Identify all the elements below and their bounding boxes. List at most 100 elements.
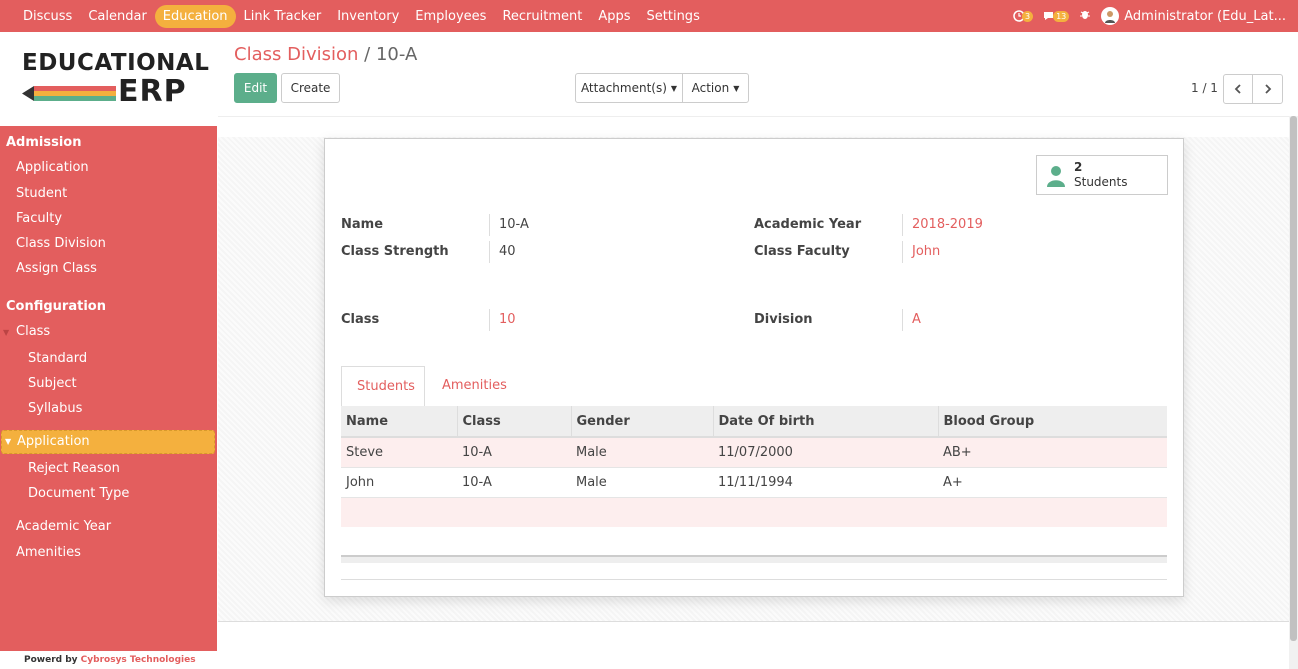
avatar [1101, 7, 1120, 25]
table-row[interactable]: Steve 10-A Male 11/07/2000 AB+ [341, 436, 1167, 467]
activity-count: 3 [1021, 10, 1034, 22]
column-header-dob[interactable]: Date Of birth [713, 406, 939, 438]
breadcrumb-parent[interactable]: Class Division [234, 44, 359, 65]
sidebar-item-student[interactable]: Student [16, 186, 68, 201]
students-table: Name Class Gender Date Of birth Blood Gr… [341, 406, 1167, 527]
logo-line2: ERP [118, 74, 187, 109]
class-strength-label: Class Strength [341, 244, 449, 259]
cell-blood-group: A+ [938, 466, 1167, 497]
sidebar-item-academic-year[interactable]: Academic Year [16, 519, 112, 534]
breadcrumb-separator: / [364, 44, 371, 65]
column-header-gender[interactable]: Gender [571, 406, 714, 438]
caret-down-icon: ▼ [670, 83, 678, 93]
caret-down-icon: ▼ [733, 83, 740, 93]
sidebar-item-standard[interactable]: Standard [28, 351, 88, 366]
table-row[interactable]: John 10-A Male 11/11/1994 A+ [341, 466, 1167, 497]
sidebar-item-amenities[interactable]: Amenities [16, 545, 81, 560]
menu-apps[interactable]: Apps [598, 8, 631, 24]
chevron-left-icon [1234, 84, 1241, 94]
breadcrumb: Class Division / 10-A [234, 44, 417, 65]
sidebar-item-faculty[interactable]: Faculty [16, 211, 63, 226]
sidebar-item-reject-reason[interactable]: Reject Reason [28, 461, 120, 476]
class-faculty-label: Class Faculty [754, 244, 850, 259]
column-header-name[interactable]: Name [341, 406, 458, 438]
breadcrumb-current: 10-A [375, 44, 418, 65]
menu-link-tracker[interactable]: Link Tracker [243, 8, 322, 24]
menu-calendar[interactable]: Calendar [88, 8, 147, 24]
sidebar-item-application-config[interactable]: ▼ Application [1, 430, 215, 454]
students-label: Students [1074, 175, 1128, 189]
activity-button[interactable]: 3 [1013, 10, 1034, 22]
menu-settings[interactable]: Settings [646, 8, 700, 24]
sidebar-item-subject[interactable]: Subject [28, 376, 77, 391]
tab-students[interactable]: Students [341, 366, 425, 407]
tab-amenities[interactable]: Amenities [442, 378, 507, 393]
scrollbar-thumb[interactable] [1290, 116, 1297, 641]
sidebar-item-syllabus[interactable]: Syllabus [28, 401, 83, 416]
menu-inventory[interactable]: Inventory [337, 8, 400, 24]
attachments-label: Attachment(s) [580, 81, 667, 95]
systray: 3 13 Administrator (Edu_Lat... [1013, 0, 1286, 32]
academic-year-value[interactable]: 2018-2019 [902, 214, 983, 236]
class-value[interactable]: 10 [489, 309, 516, 331]
configuration-header: Configuration [6, 299, 106, 314]
table-row-empty [341, 496, 1167, 527]
table-footer [341, 555, 1167, 563]
division-label: Division [754, 312, 813, 327]
attachments-dropdown[interactable]: Attachment(s) ▼ [575, 73, 683, 103]
menu-employees[interactable]: Employees [415, 8, 487, 24]
sidebar-item-class[interactable]: Class [16, 324, 51, 339]
content-bottom [218, 621, 1289, 669]
messages-button[interactable]: 13 [1043, 10, 1070, 22]
powered-company[interactable]: Cybrosys Technologies [80, 655, 196, 665]
bug-icon[interactable] [1079, 8, 1091, 24]
caret-down-icon: ▼ [5, 437, 12, 446]
column-header-class[interactable]: Class [457, 406, 572, 438]
pencil-logo-icon [22, 86, 116, 101]
messages-count: 13 [1053, 10, 1070, 22]
sidebar: EDUCATIONAL ERP Admission Application St… [0, 32, 217, 669]
cell-gender: Male [571, 466, 713, 497]
top-navbar: Discuss Calendar Education Link Tracker … [0, 0, 1298, 32]
menu-education[interactable]: Education [154, 4, 236, 28]
form-sheet: 2 Students Name 10-A Class Strength 40 A… [324, 138, 1184, 597]
sidebar-item-assign-class[interactable]: Assign Class [16, 261, 97, 276]
cell-name: John [341, 466, 457, 497]
scrollbar[interactable] [1289, 116, 1298, 669]
sidebar-item-class-division[interactable]: Class Division [16, 236, 106, 251]
sidebar-item-document-type[interactable]: Document Type [28, 486, 130, 501]
cell-class: 10-A [457, 466, 571, 497]
cell-dob: 11/07/2000 [713, 436, 938, 467]
powered-prefix: Powerd by [24, 655, 78, 665]
cell-gender: Male [571, 436, 713, 467]
class-faculty-value[interactable]: John [902, 241, 940, 263]
divider [341, 579, 1167, 580]
user-menu[interactable]: Administrator (Edu_Lat... [1101, 7, 1286, 25]
academic-year-label: Academic Year [754, 217, 862, 232]
action-dropdown[interactable]: Action ▼ [682, 73, 749, 103]
name-value[interactable]: 10-A [489, 214, 529, 236]
students-count: 2 [1074, 160, 1083, 174]
menu-discuss[interactable]: Discuss [23, 8, 73, 24]
caret-down-icon: ▼ [3, 328, 10, 337]
notebook-tabs: Students Amenities [341, 366, 1167, 407]
students-stat-button[interactable]: 2 Students [1036, 155, 1168, 195]
class-strength-value[interactable]: 40 [489, 241, 516, 263]
sidebar-item-application[interactable]: Application [16, 160, 89, 175]
cell-blood-group: AB+ [938, 436, 1167, 467]
name-label: Name [341, 217, 384, 232]
edit-button[interactable]: Edit [234, 73, 277, 103]
app-logo: EDUCATIONAL ERP [0, 32, 217, 126]
column-header-blood-group[interactable]: Blood Group [938, 406, 1167, 438]
pager-value[interactable]: 1 / 1 [1191, 81, 1218, 95]
menu-recruitment[interactable]: Recruitment [502, 8, 583, 24]
division-value[interactable]: A [902, 309, 921, 331]
powered-by: Powerd by Cybrosys Technologies [0, 651, 217, 669]
cell-dob: 11/11/1994 [713, 466, 938, 497]
pager-previous-button[interactable] [1223, 74, 1253, 104]
form-top-strip [218, 117, 1289, 137]
action-label: Action [691, 81, 730, 95]
create-button[interactable]: Create [281, 73, 340, 103]
admission-header: Admission [6, 135, 82, 150]
pager-next-button[interactable] [1252, 74, 1283, 104]
